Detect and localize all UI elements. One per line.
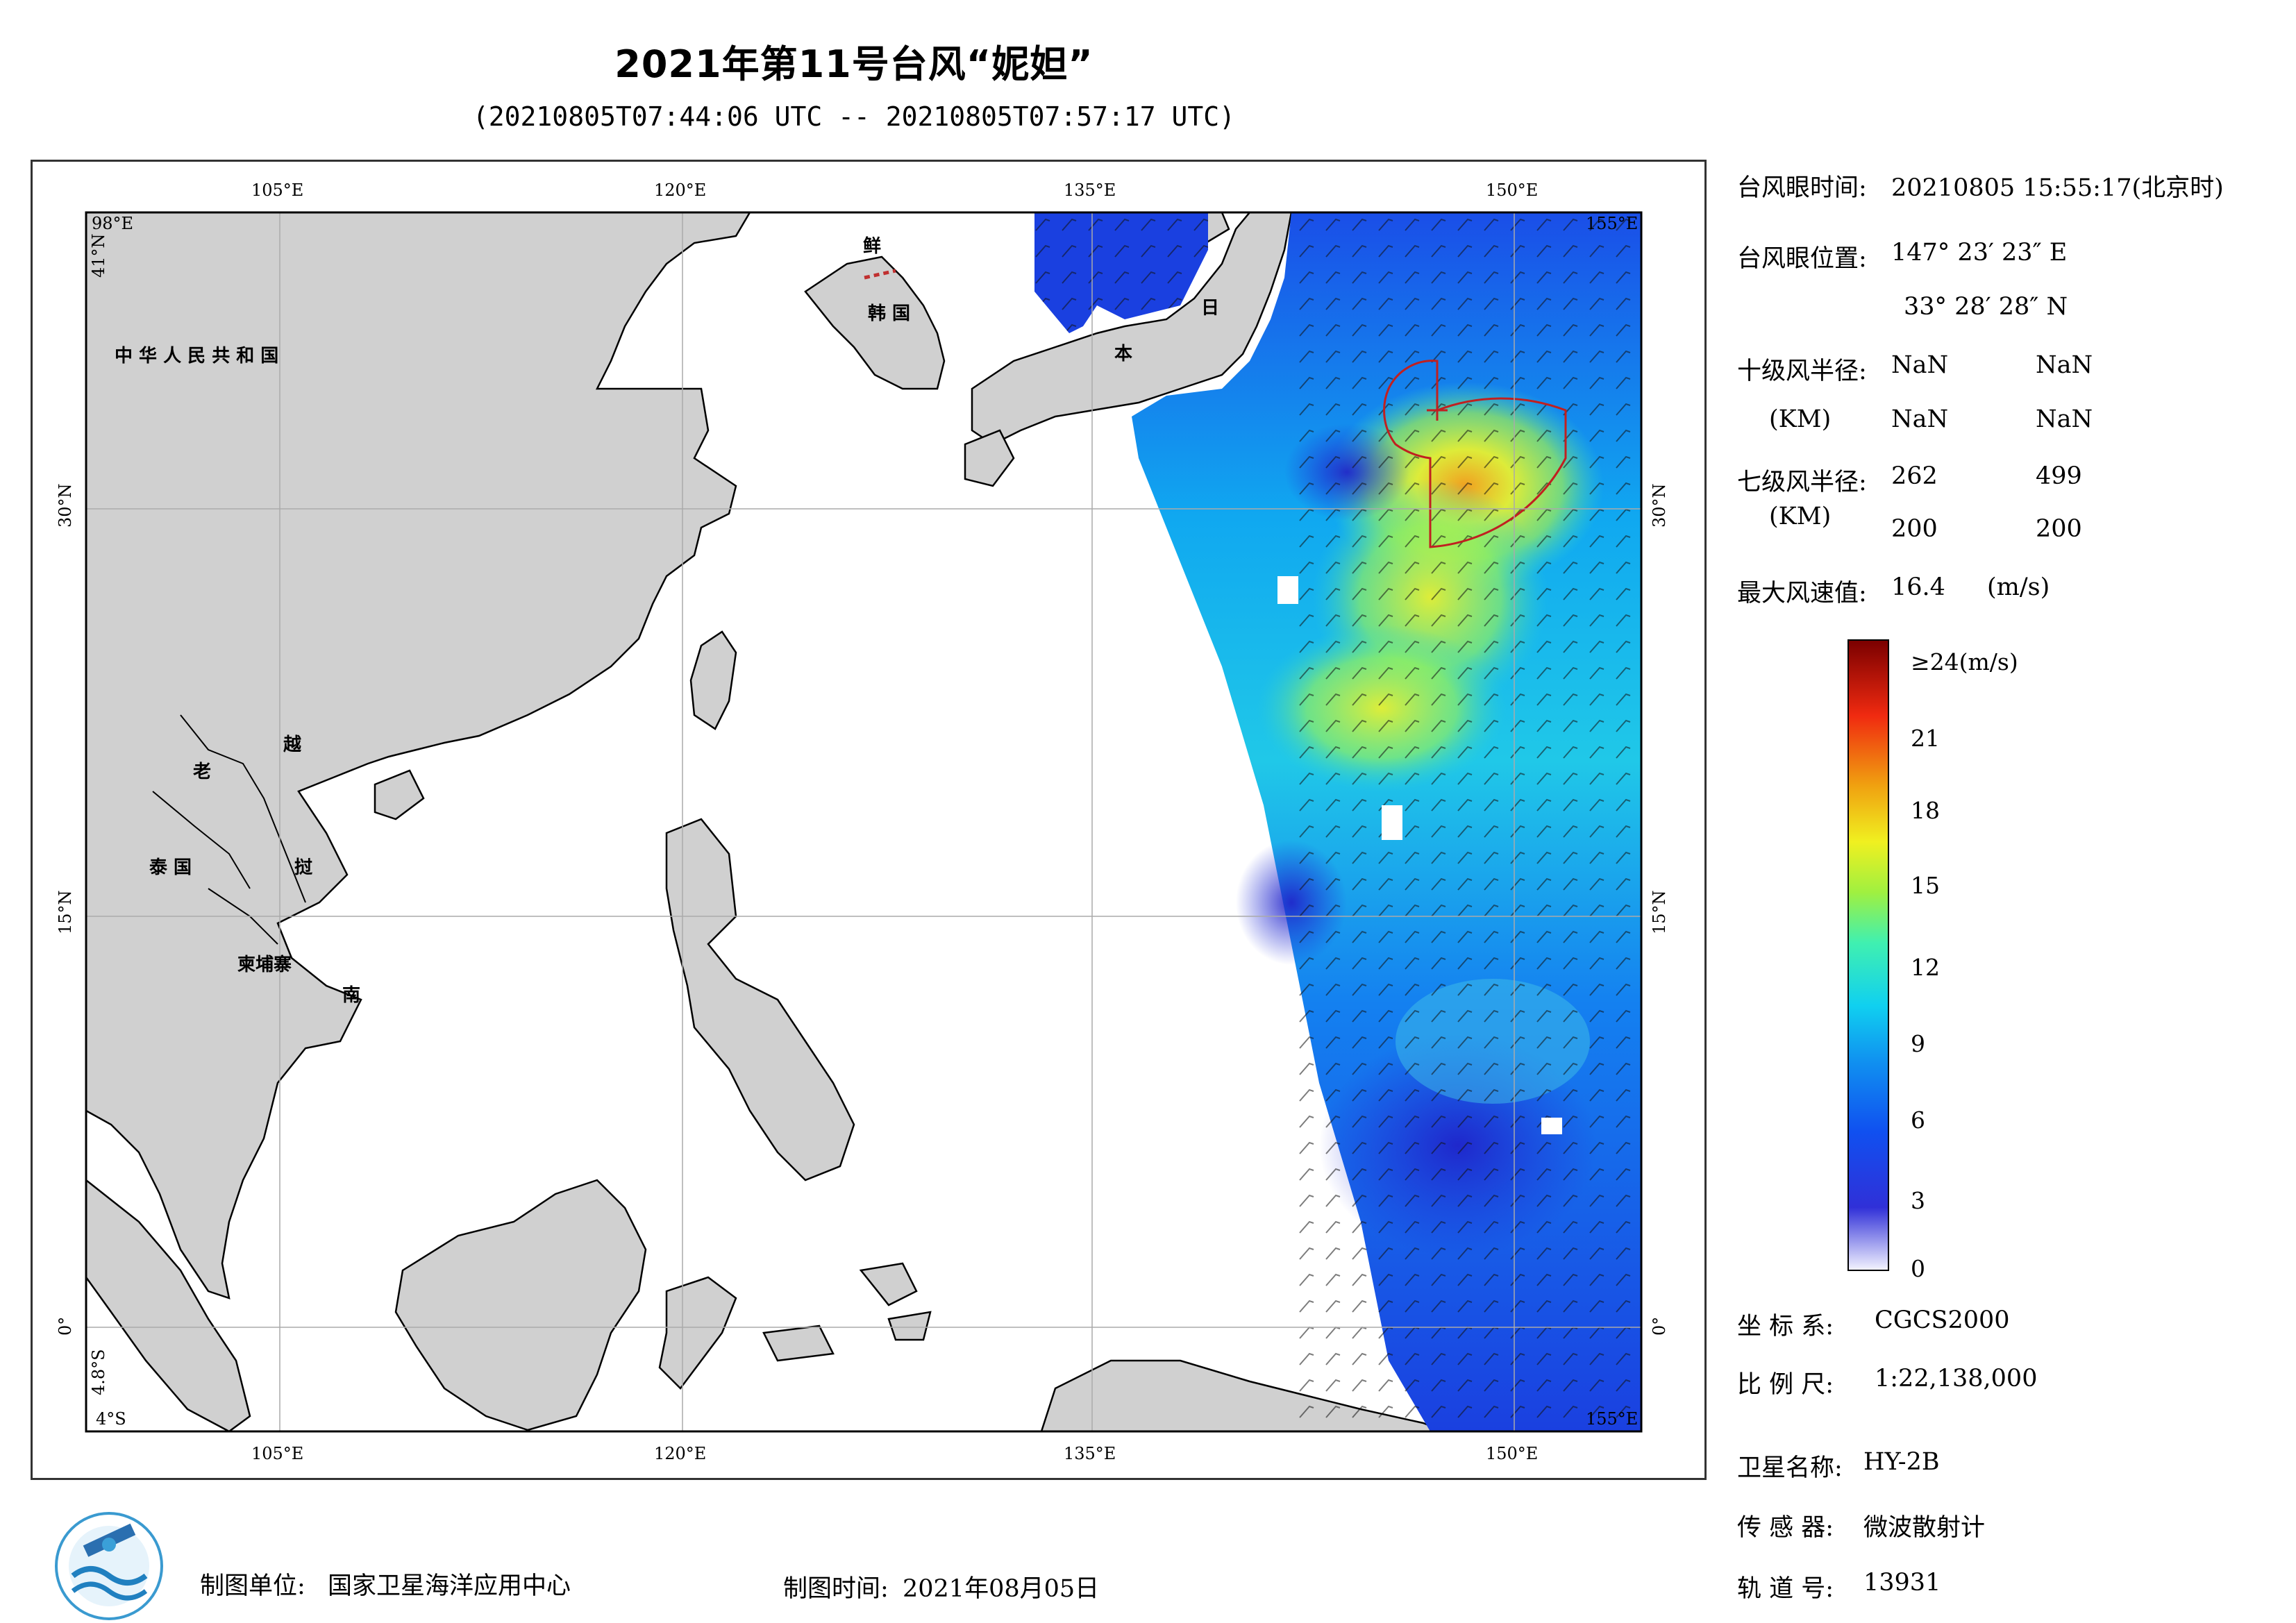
r10-se: NaN [2036,351,2093,379]
label-korea: 韩 国 [868,303,910,324]
lon-bottom-105: 105°E [251,1444,303,1463]
sat-value: HY-2B [1863,1448,1940,1476]
date-value: 2021年08月05日 [903,1575,1100,1603]
max-wind-unit: (m/s) [1987,573,2050,601]
lat-right-30: 30°N [1650,483,1669,528]
label-vietnam-1: 越 [283,734,302,755]
colorbar-tick-9: 9 [1911,1030,1925,1057]
r7-label: 七级风半径: [1737,469,1867,496]
corner-bottom-left: 4°S [96,1409,126,1429]
label-thailand: 泰 国 [149,857,192,878]
eye-time-value: 20210805 15:55:17(北京时) [1891,174,2224,202]
label-japan-2: 本 [1114,344,1132,364]
corner-top-left-lon: 98°E [92,214,133,233]
map-frame [31,160,1707,1480]
eye-time-label: 台风眼时间: [1737,174,1867,202]
label-china: 中 华 人 民 共 和 国 [115,345,278,367]
max-wind-value: 16.4 [1891,573,1945,601]
colorbar-top-label: ≥24(m/s) [1911,648,2018,675]
lon-top-150: 150°E [1486,180,1538,200]
lat-left-0: 0° [56,1317,75,1336]
lon-top-135: 135°E [1064,180,1116,200]
corner-top-left-lat: 41°N [89,233,108,278]
sensor-value: 微波散射计 [1863,1514,1986,1542]
nsoas-logo [55,1512,163,1620]
org-value: 国家卫星海洋应用中心 [328,1572,571,1600]
lat-left-30: 30°N [56,483,75,528]
r10-label: 十级风半径: [1737,358,1867,385]
r10-ne: NaN [1891,351,1949,379]
typhoon-eye-marker [1427,400,1448,421]
colorbar-tick-3: 3 [1911,1187,1925,1214]
r7-sw: 200 [1891,515,1938,543]
lon-top-120: 120°E [654,180,706,200]
label-dprk: 鲜 [863,236,881,257]
time-range: (20210805T07:44:06 UTC -- 20210805T07:57… [472,101,1236,132]
gale-radius-outline [1383,360,1567,548]
orbit-label: 轨 道 号: [1737,1575,1834,1603]
plot-border [85,211,1643,1433]
coord-value: CGCS2000 [1875,1306,2010,1334]
corner-bottom-left-2: 4.8°S [89,1349,108,1395]
lon-bottom-120: 120°E [654,1444,706,1463]
scale-label: 比 例 尺: [1737,1371,1834,1399]
colorbar-tick-18: 18 [1911,797,1940,824]
r7-unit: (KM) [1769,503,1832,530]
r10-sw: NaN [1891,405,1949,433]
colorbar-tick-15: 15 [1911,872,1940,899]
coord-label: 坐 标 系: [1737,1313,1834,1340]
label-japan-1: 日 [1201,298,1219,319]
max-wind-label: 最大风速值: [1737,580,1867,607]
page-title: 2021年第11号台风“妮妲” [614,42,1093,86]
r10-nw: NaN [2036,405,2093,433]
colorbar-tick-0: 0 [1911,1255,1925,1282]
colorbar [1847,639,1889,1271]
lat-right-0: 0° [1650,1317,1669,1336]
r10-unit: (KM) [1769,405,1832,433]
label-laos-2: 挝 [294,857,312,878]
colorbar-tick-21: 21 [1911,725,1940,752]
eye-pos-lat: 33° 28′ 28″ N [1904,293,2068,321]
r7-ne: 262 [1891,462,1938,490]
org-label: 制图单位: [200,1572,305,1600]
r7-se: 499 [2036,462,2082,490]
colorbar-tick-6: 6 [1911,1107,1925,1134]
date-label: 制图时间: [783,1575,889,1603]
lon-bottom-135: 135°E [1064,1444,1116,1463]
lat-left-15: 15°N [56,890,75,934]
lon-bottom-150: 150°E [1486,1444,1538,1463]
colorbar-tick-12: 12 [1911,954,1940,981]
corner-bottom-right: 155°E [1586,1409,1638,1429]
label-vietnam-2: 南 [342,985,360,1006]
label-cambodia: 柬埔寨 [237,954,292,975]
lat-right-15: 15°N [1650,890,1669,934]
sat-label: 卫星名称: [1737,1454,1843,1482]
lon-top-105: 105°E [251,180,303,200]
sensor-label: 传 感 器: [1737,1514,1834,1542]
orbit-value: 13931 [1863,1569,1941,1597]
scale-value: 1:22,138,000 [1875,1365,2038,1393]
corner-top-right: 155°E [1586,214,1638,233]
r7-nw: 200 [2036,515,2082,543]
label-laos: 老 [193,762,211,782]
eye-pos-lon: 147° 23′ 23″ E [1891,239,2068,267]
eye-pos-label: 台风眼位置: [1737,245,1867,273]
